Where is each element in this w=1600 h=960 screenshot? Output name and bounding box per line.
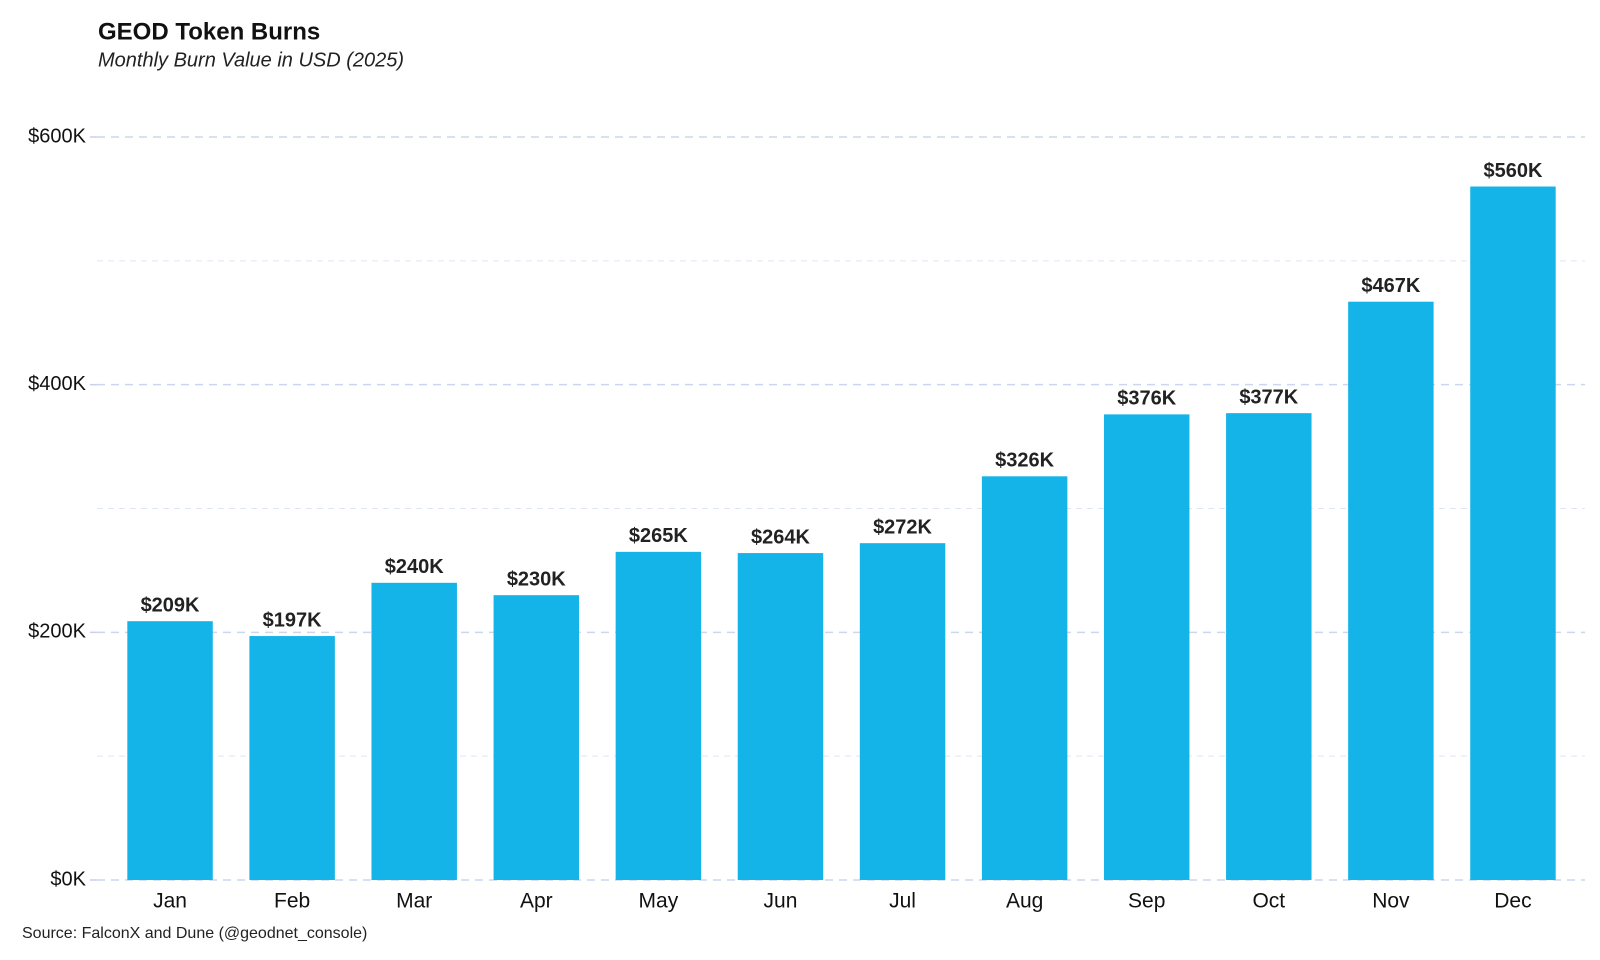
x-tick-label: Nov bbox=[1372, 890, 1410, 913]
value-label: $264K bbox=[751, 526, 810, 548]
x-tick-label: Apr bbox=[520, 890, 553, 913]
value-label: $197K bbox=[263, 609, 322, 631]
bar bbox=[859, 543, 946, 880]
value-label: $240K bbox=[385, 556, 444, 578]
bar bbox=[1470, 186, 1556, 881]
y-tick-label: $600K bbox=[28, 125, 86, 147]
source-note: Source: FalconX and Dune (@geodnet_conso… bbox=[22, 925, 367, 942]
value-label: $209K bbox=[141, 594, 200, 616]
bar bbox=[615, 551, 702, 880]
value-label: $230K bbox=[507, 568, 566, 590]
x-tick-label: Aug bbox=[1006, 890, 1043, 913]
x-tick-label: Sep bbox=[1128, 890, 1165, 913]
x-tick-label: Jul bbox=[889, 890, 916, 913]
x-tick-label: Jun bbox=[764, 890, 798, 913]
bar bbox=[493, 595, 580, 880]
chart-subtitle: Monthly Burn Value in USD (2025) bbox=[98, 49, 404, 71]
value-label: $377K bbox=[1239, 386, 1298, 408]
value-label: $467K bbox=[1361, 275, 1420, 297]
value-label: $265K bbox=[629, 525, 688, 547]
bar bbox=[371, 582, 457, 880]
bar bbox=[1348, 301, 1434, 880]
value-label: $560K bbox=[1483, 160, 1542, 182]
x-tick-label: Dec bbox=[1494, 890, 1531, 913]
x-tick-label: Mar bbox=[396, 890, 432, 913]
y-tick-label: $400K bbox=[28, 373, 86, 395]
value-label: $272K bbox=[873, 516, 932, 538]
bar bbox=[127, 621, 213, 880]
y-tick-label: $200K bbox=[28, 621, 86, 643]
value-label: $326K bbox=[995, 450, 1054, 472]
bar bbox=[981, 476, 1068, 880]
x-tick-label: Feb bbox=[274, 890, 310, 913]
bar bbox=[249, 636, 335, 880]
y-tick-label: $0K bbox=[50, 868, 86, 890]
x-tick-label: May bbox=[639, 890, 679, 913]
chart-title: GEOD Token Burns bbox=[98, 18, 320, 45]
value-label: $376K bbox=[1117, 388, 1176, 410]
bar bbox=[1103, 414, 1190, 880]
bar bbox=[737, 553, 824, 880]
x-tick-label: Jan bbox=[153, 890, 187, 913]
bar bbox=[1226, 413, 1312, 880]
x-tick-label: Oct bbox=[1252, 890, 1285, 913]
